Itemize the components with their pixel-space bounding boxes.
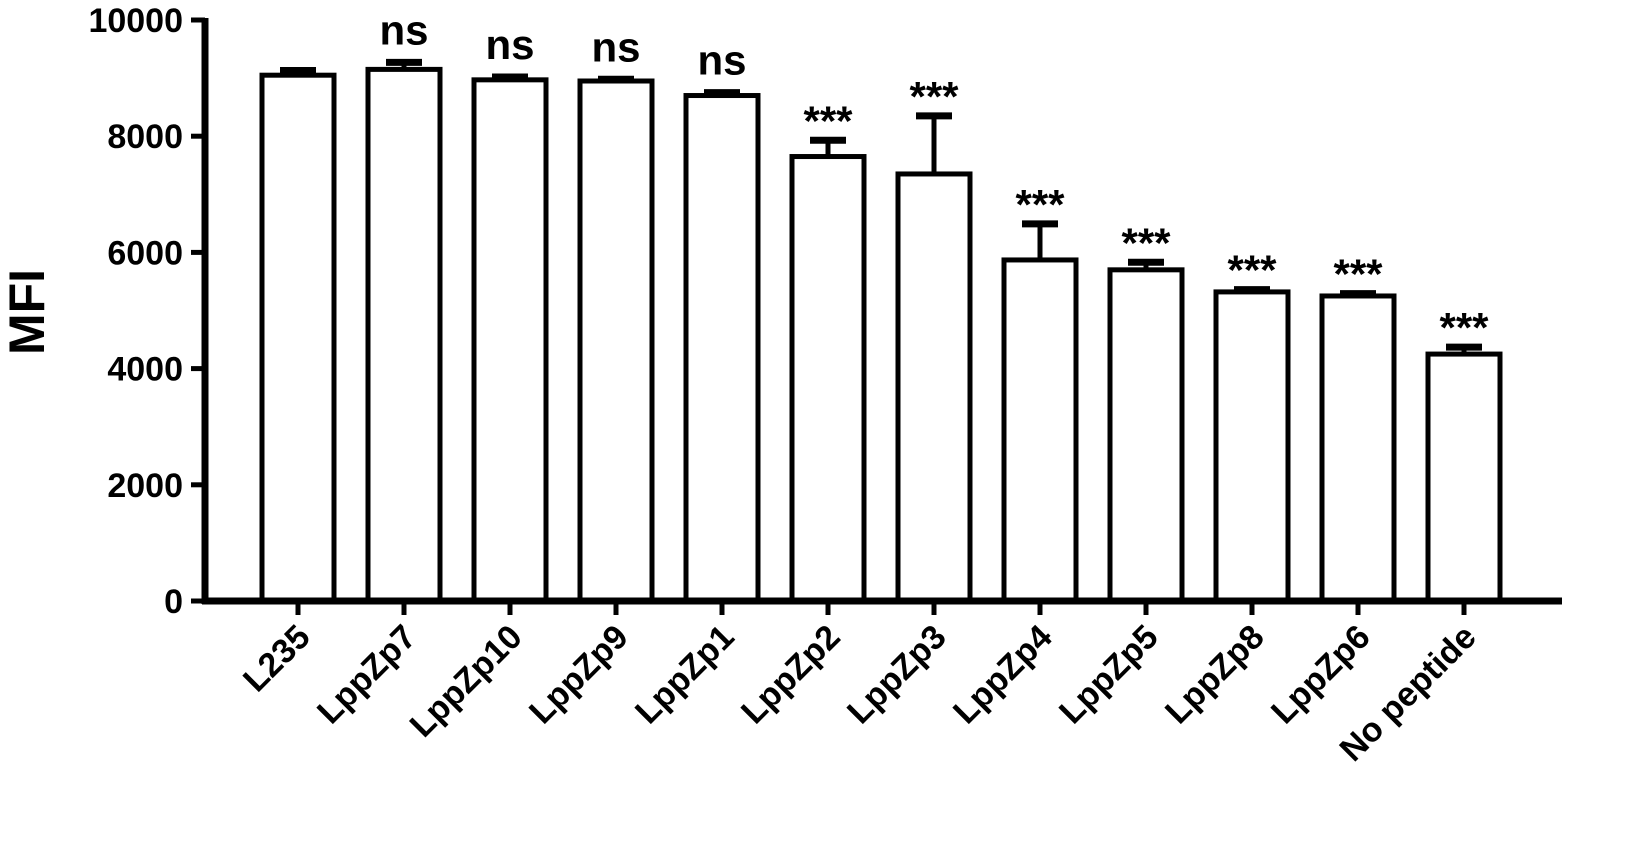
y-tick-label: 2000 — [107, 467, 183, 505]
bar — [789, 154, 867, 604]
y-tick-label: 0 — [164, 583, 183, 621]
significance-label: *** — [1227, 247, 1277, 294]
significance-label: *** — [1121, 219, 1171, 266]
significance-label: ns — [485, 21, 534, 68]
x-tick-label: LppZp5 — [1052, 618, 1166, 732]
y-tick-label: 6000 — [107, 234, 183, 272]
y-axis-title: MFI — [0, 269, 55, 355]
bar — [577, 78, 655, 604]
significance-label: ns — [697, 37, 746, 84]
bar — [471, 77, 549, 604]
bar — [683, 93, 761, 604]
bar — [1319, 293, 1397, 604]
bar — [1001, 257, 1079, 604]
bar — [1425, 351, 1503, 604]
bar — [365, 66, 443, 604]
x-tick-label: LppZp2 — [734, 618, 848, 732]
bar — [895, 171, 973, 604]
significance-label: *** — [803, 97, 853, 144]
bar — [259, 72, 337, 604]
x-tick-label: LppZp3 — [840, 618, 954, 732]
significance-label: *** — [1439, 304, 1489, 351]
significance-label: ns — [591, 23, 640, 70]
x-tick-label: LppZp10 — [403, 618, 530, 745]
bar — [1107, 267, 1185, 604]
x-tick-label: LppZp9 — [522, 618, 636, 732]
x-tick-label: LppZp1 — [628, 618, 742, 732]
y-tick-label: 10000 — [88, 2, 183, 40]
y-tick-label: 4000 — [107, 351, 183, 389]
significance-label: ns — [379, 6, 428, 53]
significance-label: *** — [1015, 181, 1065, 228]
plot-area: L235nsLppZp7nsLppZp10nsLppZp9nsLppZp1***… — [88, 2, 1562, 769]
x-tick-label: LppZp4 — [946, 618, 1060, 732]
y-tick-label: 8000 — [107, 118, 183, 156]
x-tick-label: L235 — [236, 618, 318, 700]
significance-label: *** — [909, 73, 959, 120]
significance-label: *** — [1333, 251, 1383, 298]
bar — [1213, 289, 1291, 604]
x-tick-label: LppZp8 — [1158, 618, 1272, 732]
